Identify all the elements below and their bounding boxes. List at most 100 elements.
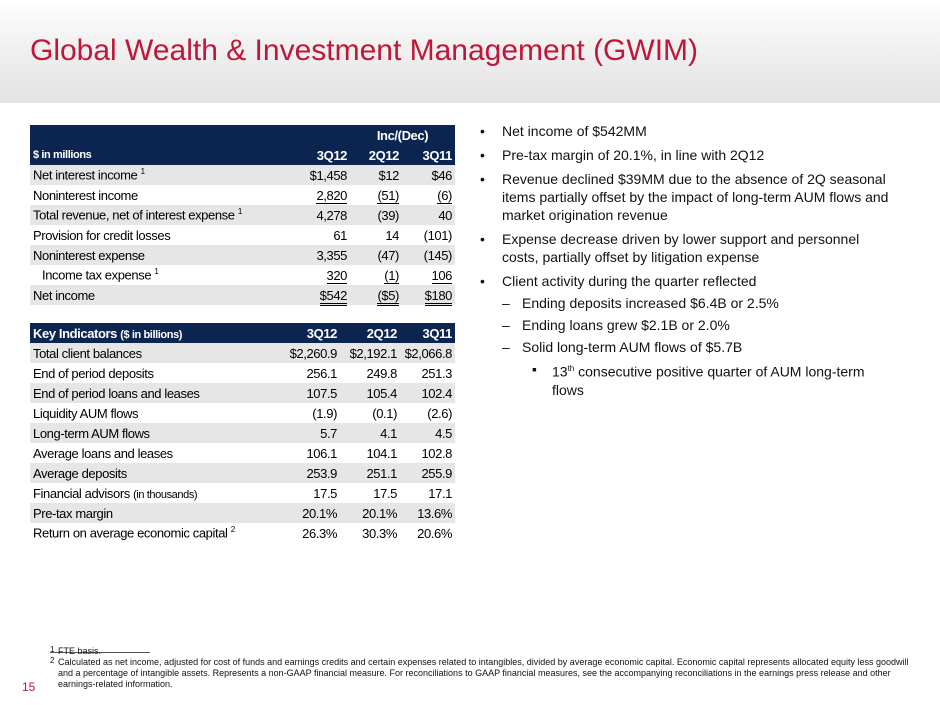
label-text: Income tax expense: [42, 267, 152, 283]
value-cell: 13.6%: [400, 503, 455, 523]
row-label: Noninterest expense: [30, 245, 265, 265]
row-label: Return on average economic capital 2: [30, 523, 252, 543]
value-cell: 255.9: [400, 463, 455, 483]
title-text: Key Indicators: [33, 325, 117, 341]
footnote-text: FTE basis.: [58, 646, 102, 656]
row-label: Provision for credit losses: [30, 225, 265, 245]
value-cell: 20.1%: [340, 503, 400, 523]
bullet-marker: •: [480, 171, 485, 187]
footnote: 1 FTE basis.: [50, 645, 910, 657]
row-label: Net income: [30, 285, 265, 305]
value-cell: 61: [265, 225, 350, 245]
cell-value: 320: [326, 267, 347, 284]
bullet-marker: ▪: [532, 361, 537, 377]
bullet-item: • Net income of $542MM: [478, 122, 898, 140]
cell-value: $542: [319, 287, 347, 306]
bullet-item: • Client activity during the quarter refl…: [478, 272, 898, 290]
value-cell: 17.5: [252, 483, 340, 503]
value-cell: 5.7: [252, 423, 340, 443]
cell-value: 17.5: [373, 485, 397, 501]
value-cell: 17.5: [340, 483, 400, 503]
value-cell: (51): [350, 185, 402, 205]
value-cell: $542: [265, 285, 350, 306]
bullet-item: ▪ 13th consecutive positive quarter of AU…: [478, 360, 898, 399]
row-label: Total revenue, net of interest expense 1: [30, 205, 265, 225]
bullet-marker: –: [502, 339, 510, 355]
value-cell: $46: [402, 165, 455, 185]
value-cell: 4.1: [340, 423, 400, 443]
cell-value: 255.9: [421, 465, 452, 481]
cell-value: 4.5: [435, 425, 452, 441]
row-label: Income tax expense 1: [30, 265, 265, 285]
cell-value: 40: [438, 207, 452, 223]
group-header: Inc/(Dec): [350, 125, 455, 145]
cell-value: $2,192.1: [349, 345, 398, 361]
cell-value: 102.4: [421, 385, 452, 401]
cell-value: (6): [437, 187, 452, 204]
indicators-table: Key Indicators ($ in billions) 3Q12 2Q12 3Q…: [30, 323, 455, 543]
value-cell: 106: [402, 265, 455, 285]
cell-value: 3,355: [316, 247, 347, 263]
table-row: Noninterest expense 3,355 (47) (145): [30, 245, 455, 265]
value-cell: 106.1: [252, 443, 340, 463]
bullet-item: • Pre-tax margin of 20.1%, in line with 2…: [478, 146, 898, 164]
column-header: 3Q11: [400, 323, 455, 343]
page-number: 15: [22, 680, 36, 694]
unit-label: $ in millions: [30, 145, 265, 165]
cell-value: 2,820: [316, 187, 347, 204]
bullet-text: consecutive positive quarter of AUM long…: [552, 363, 865, 398]
row-label: Total client balances: [30, 343, 252, 363]
label-text: Net income: [33, 287, 95, 303]
bullet-marker: •: [480, 123, 485, 139]
value-cell: $2,066.8: [400, 343, 455, 363]
bullet-marker: –: [502, 295, 510, 311]
cell-value: 17.1: [428, 485, 452, 501]
cell-value: $1,458: [309, 167, 348, 183]
column-header: 3Q12: [252, 323, 340, 343]
bullet-item: • Revenue declined $39MM due to the absen…: [478, 170, 898, 224]
bullet-text: Pre-tax margin of 20.1%, in line with 2Q…: [502, 147, 765, 163]
table-row: Average loans and leases 106.1 104.1 102.8: [30, 443, 455, 463]
cell-value: (1.9): [312, 405, 337, 421]
row-label: Pre-tax margin: [30, 503, 252, 523]
row-label: Average loans and leases: [30, 443, 252, 463]
footnote-ref: 2: [230, 525, 235, 535]
footnote-text: Calculated as net income, adjusted for c…: [58, 657, 909, 689]
row-label: Long-term AUM flows: [30, 423, 252, 443]
cell-value: 20.1%: [302, 505, 337, 521]
header-cell: [265, 125, 350, 145]
cell-value: 14: [385, 227, 399, 243]
table-row: Net interest income 1 $1,458 $12 $46: [30, 165, 455, 185]
column-header: 3Q12: [265, 145, 350, 165]
cell-value: 106: [431, 267, 452, 284]
bullet-text: Expense decrease driven by lower support…: [502, 231, 860, 265]
cell-value: (2.6): [427, 405, 452, 421]
value-cell: (145): [402, 245, 455, 265]
cell-value: (145): [423, 247, 453, 263]
cell-value: 20.6%: [417, 525, 452, 541]
table-row: Noninterest income 2,820 (51) (6): [30, 185, 455, 205]
bullet-number: 13: [552, 363, 568, 380]
label-text: Net interest income: [33, 167, 138, 183]
footnote-ref: 1: [237, 207, 242, 217]
cell-value: 256.1: [306, 365, 337, 381]
cell-value: 30.3%: [362, 525, 397, 541]
value-cell: (47): [350, 245, 402, 265]
header-row: Key Indicators ($ in billions) 3Q12 2Q12 3Q…: [30, 323, 455, 343]
value-cell: 40: [402, 205, 455, 225]
table-row: Average deposits 253.9 251.1 255.9: [30, 463, 455, 483]
value-cell: 4,278: [265, 205, 350, 225]
cell-value: 106.1: [306, 445, 337, 461]
bullet-marker: •: [480, 231, 485, 247]
value-cell: 30.3%: [340, 523, 400, 543]
footnotes: 1 FTE basis. 2 Calculated as net income, ad…: [50, 645, 910, 690]
label-text: Noninterest expense: [33, 247, 145, 263]
column-header: 2Q12: [340, 323, 400, 343]
table-row: Total client balances $2,260.9 $2,192.1 $2,…: [30, 343, 455, 363]
value-cell: $2,192.1: [340, 343, 400, 363]
table-row: End of period deposits 256.1 249.8 251.3: [30, 363, 455, 383]
cell-value: (101): [423, 227, 453, 243]
cell-value: $2,066.8: [404, 345, 453, 361]
footnote-ref: 1: [140, 167, 145, 177]
table-row: Income tax expense 1 320 (1) 106: [30, 265, 455, 285]
